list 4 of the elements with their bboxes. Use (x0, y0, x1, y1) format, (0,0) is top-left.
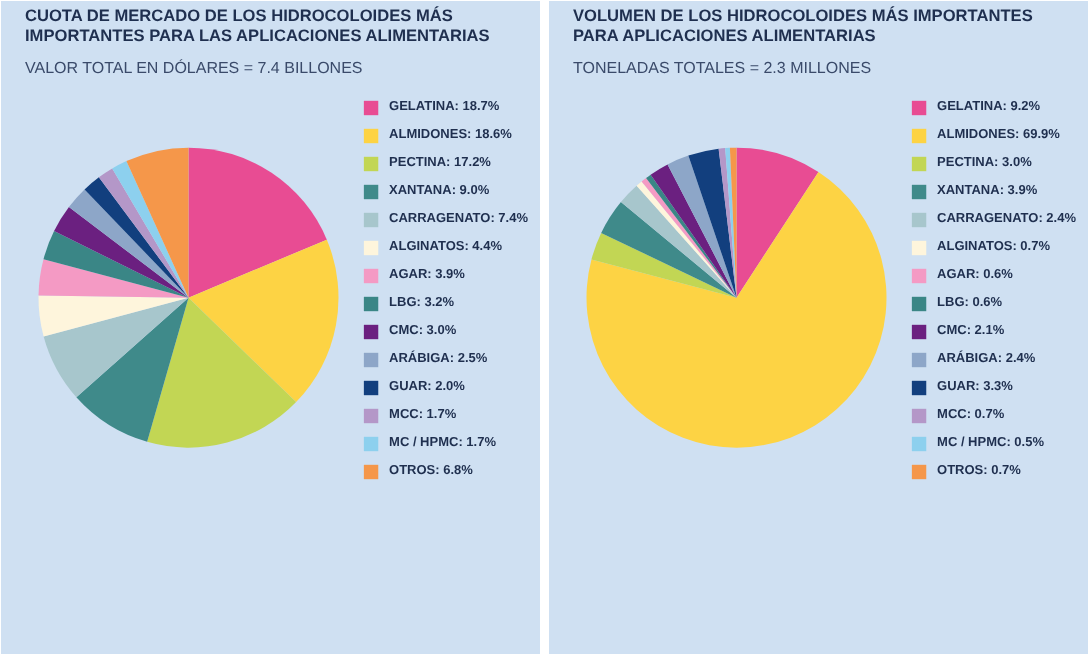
chart-title: CUOTA DE MERCADO DE LOS HIDROCOLOIDES MÁS IMPORTANTES PARA LAS APLICACIONES ALIMENTARIAS (25, 5, 491, 45)
chart-subtitle: TONELADAS TOTALES = 2.3 MILLONES (573, 59, 872, 77)
chart-title: VOLUMEN DE LOS HIDROCOLOIDES MÁS IMPORTANTES PARA APLICACIONES ALIMENTARIAS (573, 5, 1034, 45)
chart-subtitle: VALOR TOTAL EN DÓLARES = 7.4 BILLONES (25, 59, 363, 77)
